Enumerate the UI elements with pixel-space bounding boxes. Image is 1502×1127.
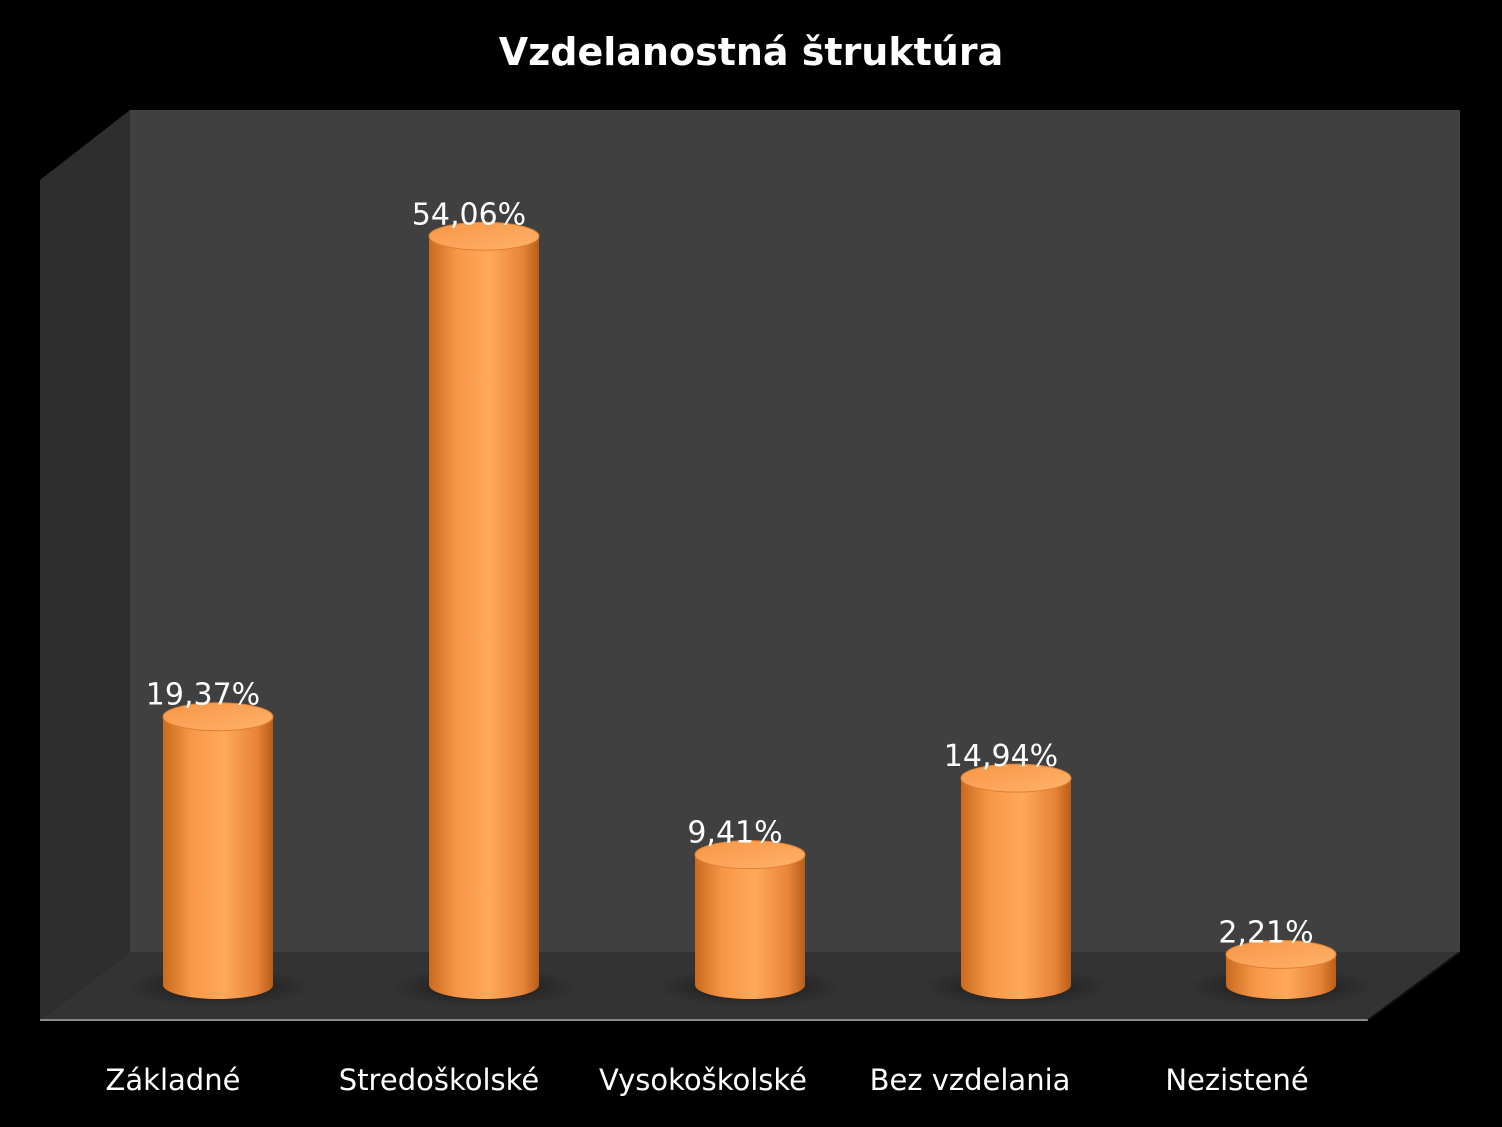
labels-layer: 19,37% Základné 54,06% Stredoškolské 9,41% Vy… <box>106 197 1314 1097</box>
data-label: 14,94% <box>944 739 1058 774</box>
bar-body <box>695 854 805 999</box>
bar-top <box>162 702 274 732</box>
back-wall <box>130 110 1460 952</box>
floor-edge-line <box>1367 951 1461 1021</box>
bars-layer <box>125 221 1374 1007</box>
bar-top <box>428 221 540 251</box>
bar-4 <box>923 763 1109 1007</box>
side-wall <box>40 110 130 1020</box>
data-label: 2,21% <box>1218 915 1313 950</box>
category-label: Vysokoškolské <box>599 1063 807 1097</box>
data-label: 9,41% <box>687 816 782 851</box>
bar-top <box>694 840 806 870</box>
bar-2 <box>391 221 577 1007</box>
category-label: Nezistené <box>1165 1063 1308 1097</box>
bar-top <box>960 763 1072 793</box>
bar-3 <box>657 840 843 1007</box>
category-label: Základné <box>106 1063 241 1097</box>
bar-body <box>961 778 1071 999</box>
category-label: Bez vzdelania <box>870 1063 1071 1097</box>
bar-top <box>1225 939 1337 969</box>
bar-5 <box>1188 939 1374 1007</box>
bar-body <box>163 716 273 999</box>
bar-body <box>429 236 539 999</box>
data-label: 19,37% <box>146 678 260 713</box>
bar-1 <box>125 702 311 1007</box>
chart-title: Vzdelanostná štruktúra <box>499 30 1003 74</box>
data-label: 54,06% <box>412 197 526 232</box>
category-label: Stredoškolské <box>339 1063 539 1097</box>
